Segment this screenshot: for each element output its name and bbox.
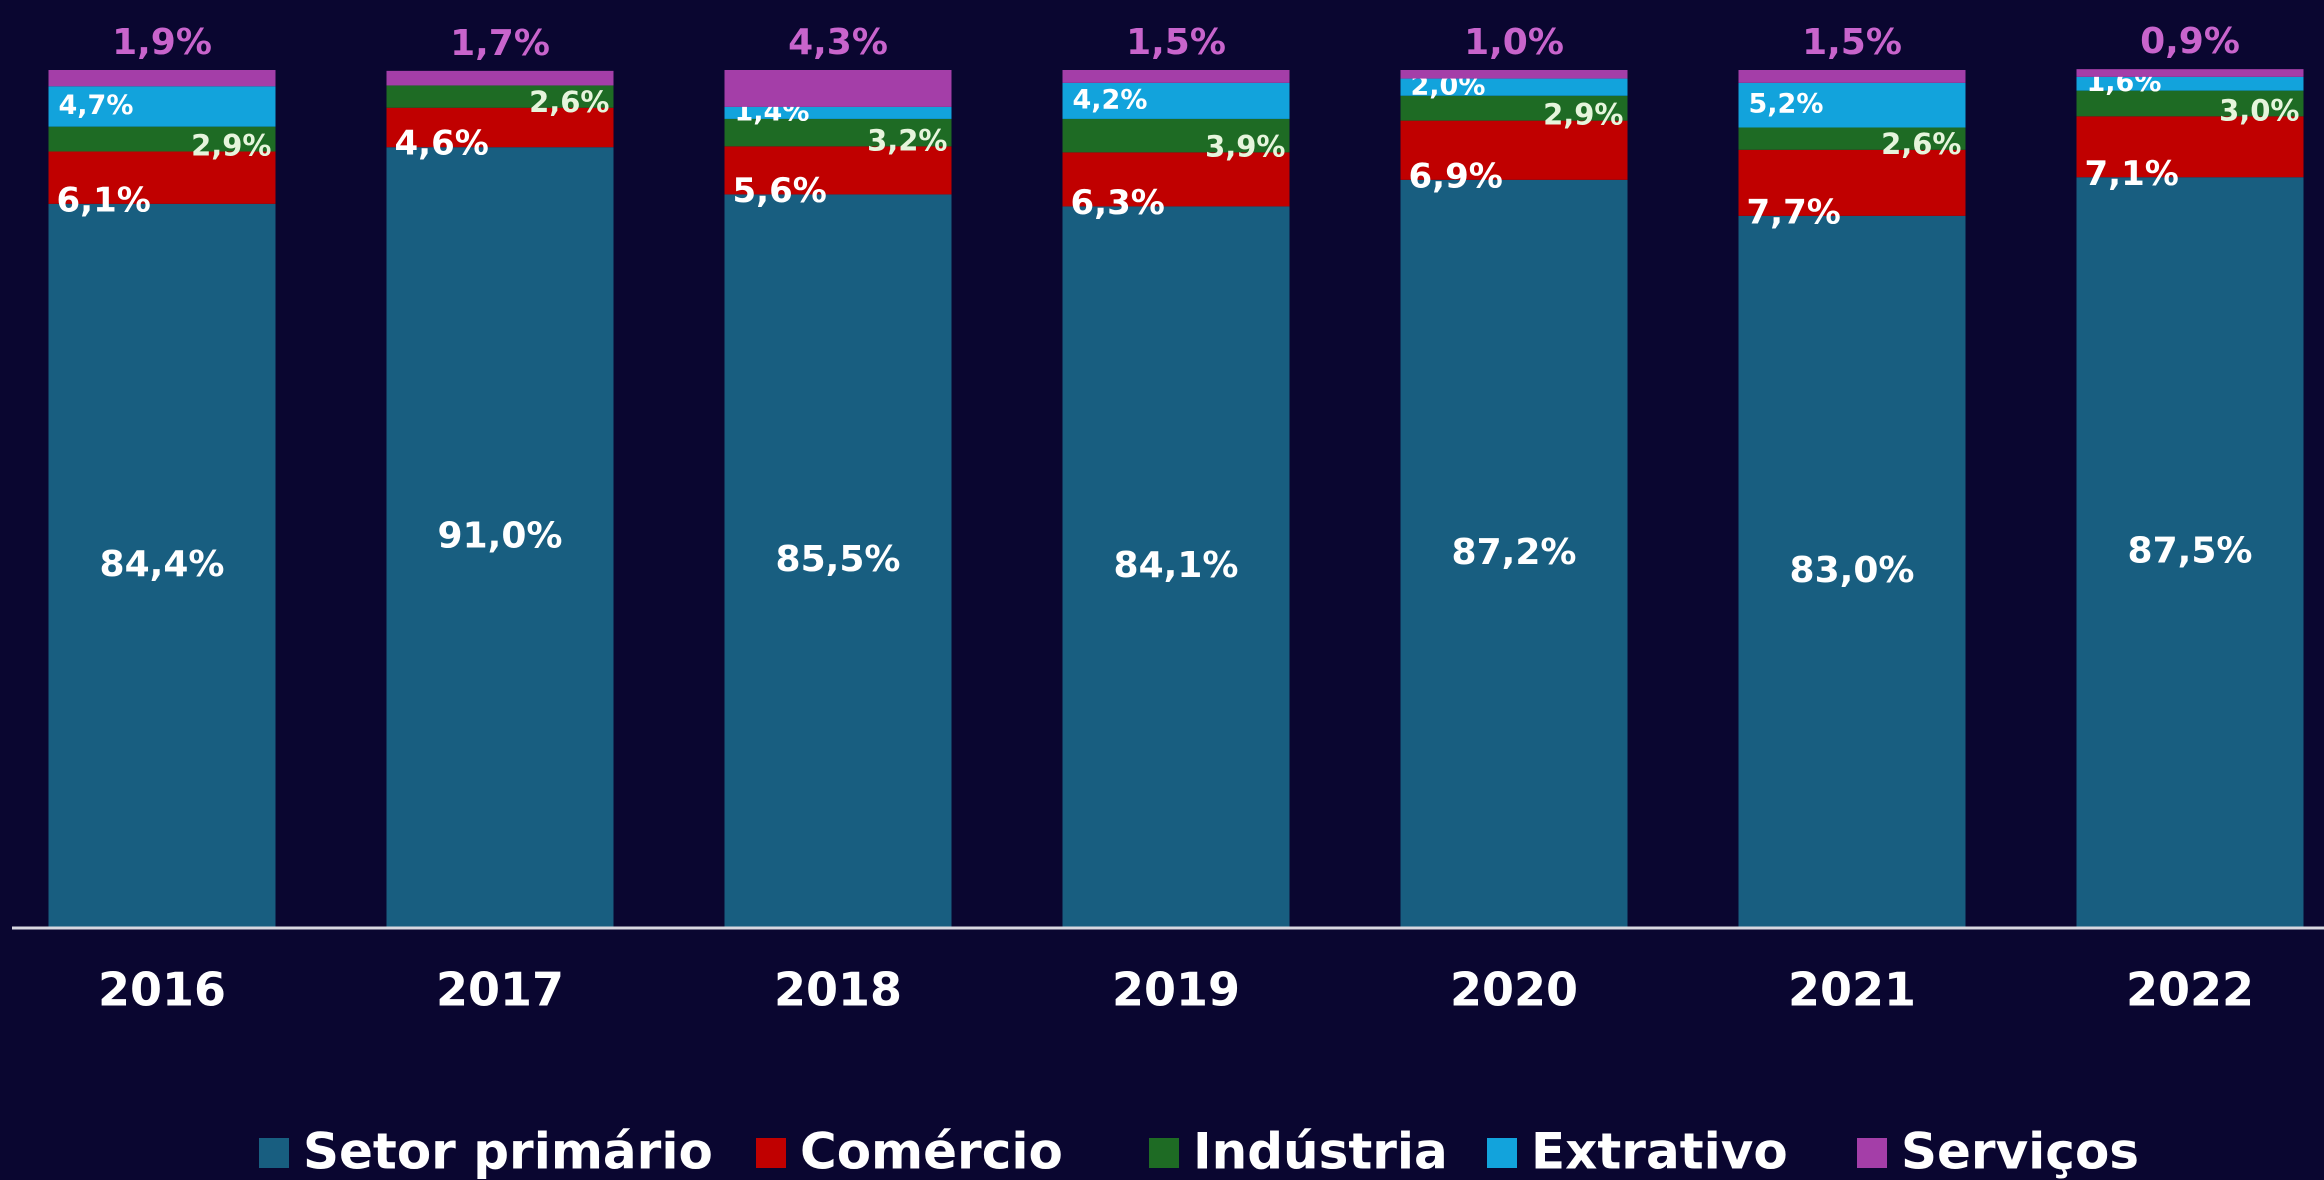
x-tick-label: 2020 — [1450, 963, 1578, 1017]
legend-swatch — [259, 1138, 289, 1168]
value-label: 5,2% — [1749, 89, 1824, 120]
bar-segment — [386, 70, 614, 86]
legend-label: Extrativo — [1531, 1123, 1788, 1180]
legend-swatch — [756, 1138, 786, 1168]
value-label: 3,9% — [1205, 129, 1285, 163]
bar-segment — [724, 146, 952, 195]
bar-segment — [48, 70, 276, 87]
value-label: 87,5% — [2128, 531, 2253, 572]
bar-segment — [1738, 215, 1966, 929]
bar-segment — [2076, 116, 2304, 178]
value-label: 4,6% — [395, 124, 489, 164]
bar-segment — [1400, 95, 1628, 121]
value-label: 2,9% — [1543, 98, 1623, 132]
value-label: 2,6% — [529, 85, 609, 119]
value-label: 4,7% — [59, 90, 134, 121]
x-tick-label: 2021 — [1788, 963, 1916, 1017]
legend-label: Comércio — [800, 1123, 1063, 1180]
bar-segment — [1062, 82, 1290, 119]
bar-segment — [1400, 70, 1628, 79]
value-label: 1,5% — [1126, 22, 1226, 63]
x-tick-label: 2016 — [98, 963, 226, 1017]
bar-segment — [724, 106, 952, 119]
bar-segment — [2076, 90, 2304, 117]
bar-segment — [1062, 152, 1290, 207]
value-label: 3,0% — [2219, 93, 2299, 127]
bar-segment — [48, 126, 276, 152]
value-label: 91,0% — [438, 516, 563, 557]
bar-segment — [724, 194, 952, 928]
x-tick-label: 2017 — [436, 963, 564, 1017]
bar-segment — [386, 85, 614, 108]
bar-segment — [724, 70, 952, 107]
bar-segment — [386, 147, 614, 929]
value-label: 3,2% — [867, 123, 947, 157]
value-label: 7,7% — [1747, 192, 1841, 232]
bar-segment — [1062, 206, 1290, 928]
value-label: 2,6% — [1881, 127, 1961, 161]
bar-segment — [48, 86, 276, 127]
value-label: 1,0% — [1464, 22, 1564, 63]
value-label: 87,2% — [1452, 532, 1577, 573]
x-tick-label: 2019 — [1112, 963, 1240, 1017]
value-label: 2,9% — [191, 129, 271, 163]
legend-label: Setor primário — [303, 1123, 713, 1180]
bar-segment — [724, 118, 952, 147]
value-label: 1,5% — [1802, 22, 1902, 63]
bar-segment — [1062, 70, 1290, 83]
value-label: 83,0% — [1790, 550, 1915, 591]
x-tick-label: 2022 — [2126, 963, 2254, 1017]
value-label: 84,4% — [100, 544, 225, 585]
bar-segment — [2076, 76, 2304, 91]
legend-swatch — [1487, 1138, 1517, 1168]
value-label: 4,2% — [1073, 84, 1148, 115]
value-label: 6,9% — [1409, 156, 1503, 196]
bar-segment — [1738, 149, 1966, 216]
value-label: 6,1% — [57, 180, 151, 220]
bar-segment — [1738, 127, 1966, 150]
legend-label: Serviços — [1901, 1123, 2139, 1180]
bar-segment — [1400, 120, 1628, 180]
legend-label: Indústria — [1193, 1123, 1448, 1180]
value-label: 4,3% — [788, 22, 888, 63]
value-label: 1,9% — [112, 22, 212, 63]
bar-segment — [2076, 69, 2304, 77]
value-label: 1,7% — [450, 23, 550, 64]
bar-segment — [1400, 179, 1628, 929]
bar-segment — [1062, 118, 1290, 153]
bar-segment — [2076, 177, 2304, 928]
bar-segment — [386, 107, 614, 148]
value-label: 5,6% — [733, 171, 827, 211]
value-label: 0,9% — [2140, 21, 2240, 62]
bar-segment — [1738, 70, 1966, 83]
bar-segment — [1400, 78, 1628, 96]
bar-segment — [1738, 82, 1966, 128]
legend-swatch — [1149, 1138, 1179, 1168]
bar-segment — [48, 203, 276, 928]
bar-segment — [48, 151, 276, 204]
x-tick-label: 2018 — [774, 963, 902, 1017]
legend-swatch — [1857, 1138, 1887, 1168]
value-label: 84,1% — [1114, 545, 1239, 586]
value-label: 85,5% — [776, 539, 901, 580]
value-label: 6,3% — [1071, 183, 1165, 223]
value-label: 7,1% — [2085, 154, 2179, 194]
